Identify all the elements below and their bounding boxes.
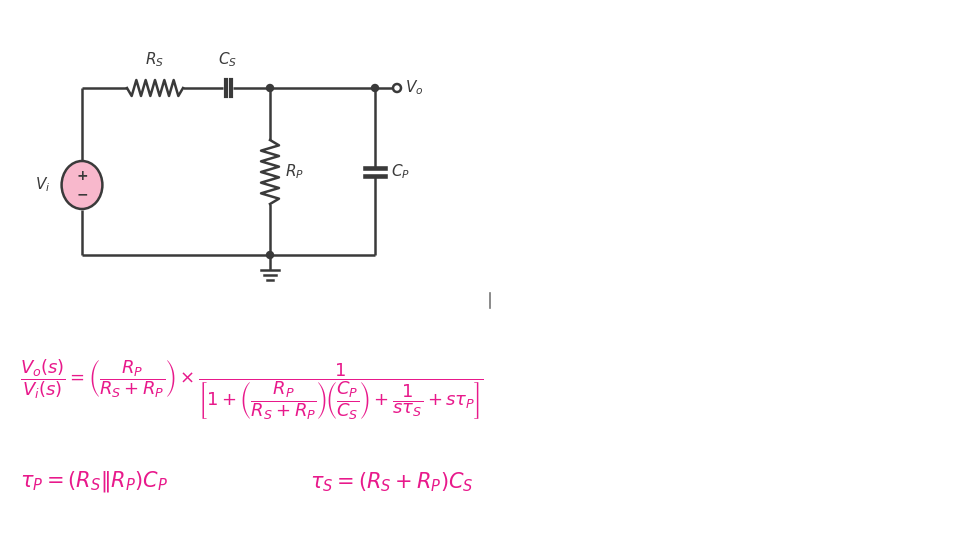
Text: $\tau_P = (R_S \| R_P)C_P$: $\tau_P = (R_S \| R_P)C_P$: [20, 469, 168, 494]
Circle shape: [266, 84, 274, 92]
Text: $V_o$: $V_o$: [404, 78, 423, 98]
Text: $\dfrac{V_o(s)}{V_i(s)} = \left(\dfrac{R_P}{R_S + R_P}\right) \times \dfrac{1}{\: $\dfrac{V_o(s)}{V_i(s)} = \left(\dfrac{R…: [20, 358, 484, 422]
Text: $C_S$: $C_S$: [218, 50, 237, 69]
Text: $V_i$: $V_i$: [34, 175, 50, 195]
Text: $R_P$: $R_P$: [284, 162, 304, 181]
Text: $C_P$: $C_P$: [391, 162, 409, 181]
Circle shape: [266, 251, 274, 258]
Circle shape: [371, 84, 378, 92]
Text: $R_S$: $R_S$: [146, 50, 164, 69]
Ellipse shape: [62, 161, 103, 209]
Text: +: +: [76, 169, 88, 183]
Text: −: −: [76, 187, 88, 201]
Text: $\tau_S = (R_S + R_P)C_S$: $\tau_S = (R_S + R_P)C_S$: [310, 470, 473, 494]
